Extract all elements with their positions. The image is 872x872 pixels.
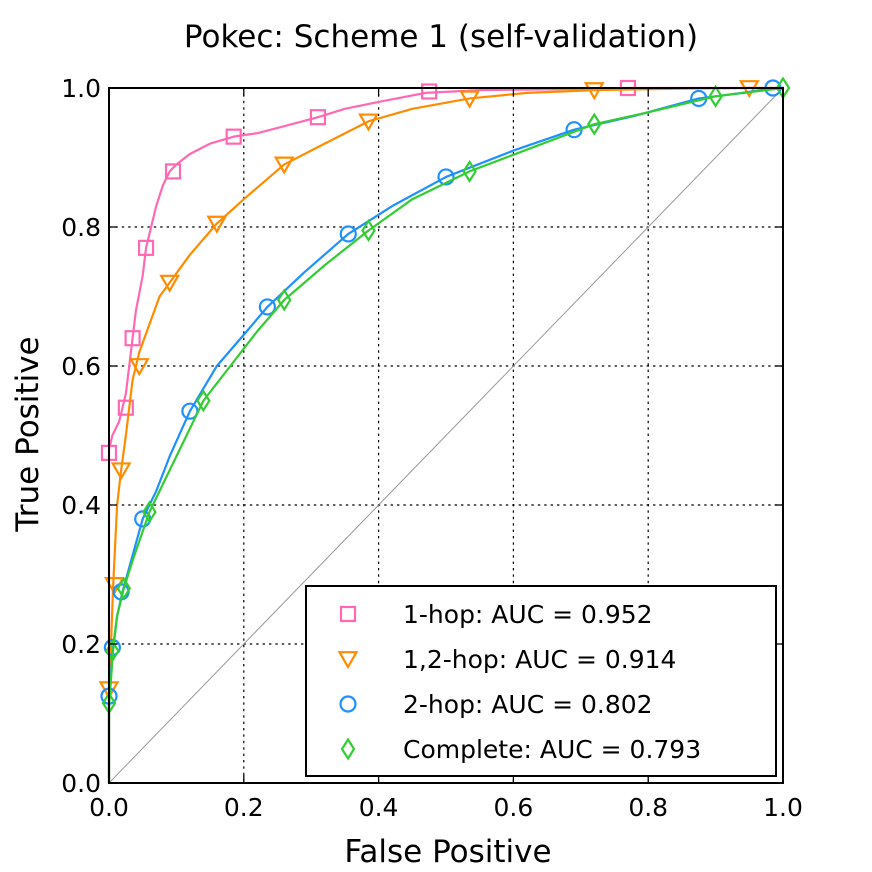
series-line [107, 86, 785, 785]
data-point-marker [110, 462, 132, 481]
y-tick-label: 0.6 [61, 352, 101, 381]
legend-label: Complete: AUC = 0.793 [403, 735, 701, 764]
x-tick-label: 0.2 [224, 793, 264, 822]
legend-box [305, 585, 777, 777]
data-point-marker [309, 109, 327, 126]
series-1 [100, 79, 785, 785]
data-point-marker [137, 239, 155, 256]
series-layer [98, 76, 791, 785]
legend-label: 2-hop: AUC = 0.802 [403, 690, 653, 719]
data-point-marker [586, 112, 602, 136]
data-point-marker [225, 128, 242, 145]
x-tick-label: 1.0 [763, 793, 803, 822]
data-point-marker [159, 274, 181, 293]
data-point-marker [339, 225, 357, 243]
legend-item: Complete: AUC = 0.793 [340, 735, 701, 764]
x-tick-label: 0.6 [494, 793, 534, 822]
data-point-marker [421, 83, 438, 100]
legend-item: 1-hop: AUC = 0.952 [339, 600, 653, 629]
x-tick-label: 0.8 [628, 793, 668, 822]
data-point-marker [437, 168, 455, 186]
legend: 1-hop: AUC = 0.952 1,2-hop: AUC = 0.914 2-… [305, 585, 777, 777]
y-tick-label: 0.2 [61, 630, 101, 659]
series-line [107, 86, 785, 785]
legend-label: 1-hop: AUC = 0.952 [403, 600, 653, 629]
grid-lines [109, 88, 783, 783]
data-point-marker [164, 163, 182, 180]
data-point-marker [196, 389, 211, 413]
data-point-marker [361, 218, 376, 243]
legend-item: 1,2-hop: AUC = 0.914 [337, 645, 676, 674]
y-tick-label: 0.4 [61, 491, 101, 520]
data-point-marker [128, 358, 150, 377]
legend-label: 1,2-hop: AUC = 0.914 [403, 645, 676, 674]
data-point-marker [276, 288, 292, 312]
data-point-marker [142, 500, 157, 524]
x-tick-label: 0.4 [359, 793, 399, 822]
x-tick-label: 0.0 [89, 793, 129, 822]
diagonal-line [108, 87, 784, 784]
y-axis-label: True Positive [10, 336, 46, 532]
data-point-marker [124, 330, 141, 347]
diagonal-reference [108, 87, 784, 784]
x-axis-label: False Positive [344, 834, 551, 870]
data-point-marker [116, 576, 132, 600]
legend-marker [339, 695, 357, 713]
chart-title: Pokec: Scheme 1 (self-validation) [184, 19, 698, 55]
data-point-marker [273, 156, 295, 175]
legend-item: 2-hop: AUC = 0.802 [339, 690, 653, 719]
data-point-marker [258, 298, 276, 316]
y-tick-label: 0.8 [61, 213, 101, 242]
legend-marker [339, 605, 357, 623]
data-point-marker [462, 159, 477, 183]
data-point-marker [708, 84, 723, 108]
y-tick-label: 1.0 [61, 74, 101, 103]
plot-frame [108, 87, 784, 784]
data-point-marker [206, 215, 228, 234]
plot-border [108, 87, 784, 784]
data-point-marker [117, 399, 134, 416]
legend-marker [337, 651, 359, 670]
legend-marker [340, 737, 356, 761]
y-tick-label: 0.0 [61, 769, 101, 798]
data-point-marker [583, 82, 605, 101]
axis-ticks: 0.0 0.2 0.4 0.6 0.8 1.0 0.0 0.2 0.4 0.6 0.8 1.0 [61, 74, 803, 822]
data-point-marker [459, 90, 480, 109]
data-point-marker [358, 113, 379, 132]
